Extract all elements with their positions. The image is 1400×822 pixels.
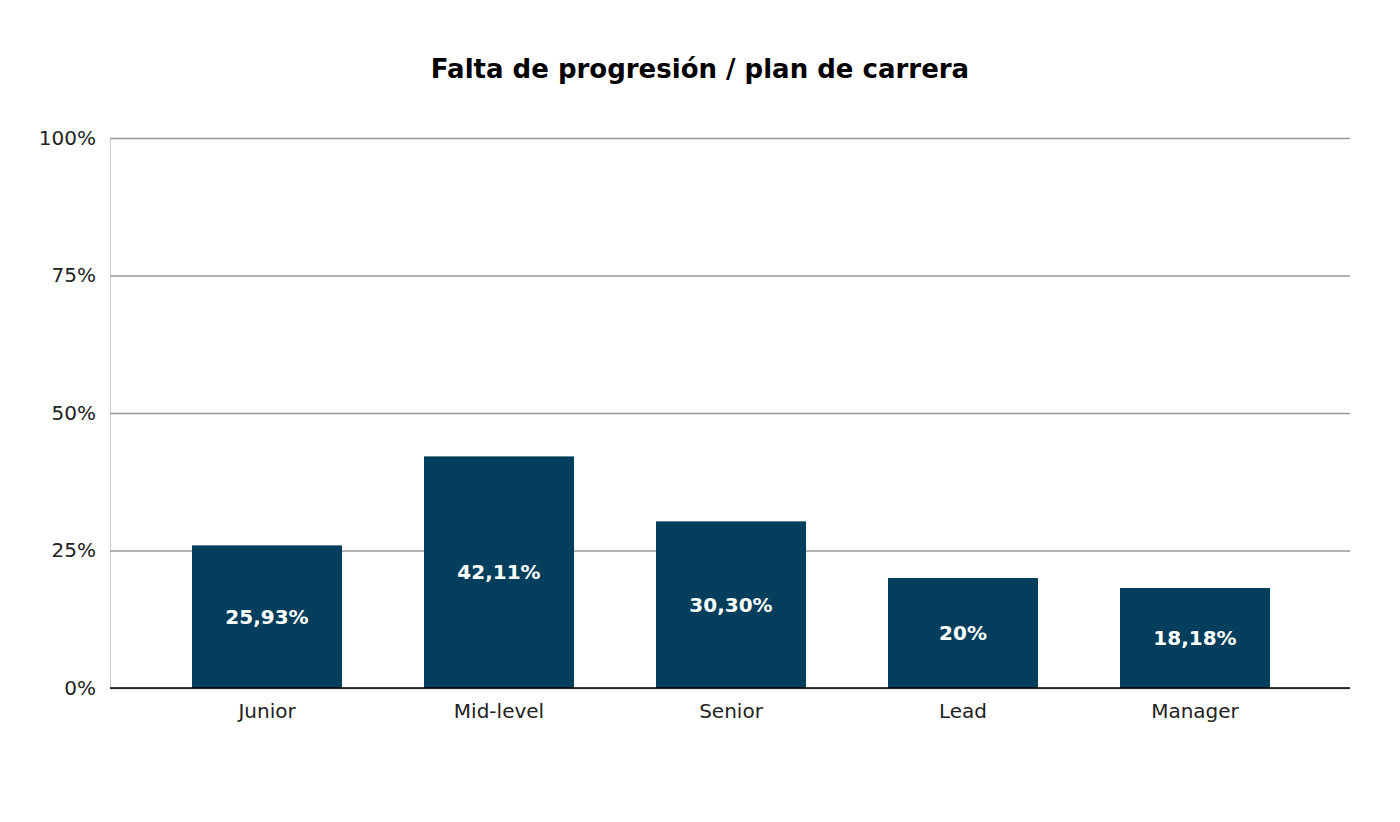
title: Falta de progresión / plan de carrera [431,54,969,84]
grid-line [110,413,1350,415]
y-tick-label: 0% [64,676,96,700]
x-tick: Junior [236,699,296,723]
y-tick-label: 75% [52,263,96,287]
y-tick-label: 25% [52,538,96,562]
y-tick-label: 50% [52,401,96,425]
x-axis: Junior Mid-level Senior Lead Manager [236,699,1239,723]
x-tick: Mid-level [454,699,544,723]
x-tick-label: Manager [1151,699,1239,723]
bar [424,456,574,688]
y-axis: 0% 25% 50% 75% 100% [39,126,1350,700]
y-tick-label: 100% [39,126,96,150]
x-tick-label: Lead [939,699,987,723]
bar [656,521,806,688]
y-tick: 50% [52,401,1350,425]
x-tick-label: Senior [699,699,763,723]
data-label: 18,18% [1153,626,1236,650]
bar [888,578,1038,688]
grid-line [110,138,1350,140]
x-tick-label: Mid-level [454,699,544,723]
x-tick: Senior [699,699,763,723]
data-label: 42,11% [457,560,540,584]
data-label: 20% [939,621,987,645]
y-tick: 100% [39,126,1350,150]
y-tick: 75% [52,263,1350,287]
data-labels: 25,93% 42,11% 30,30% 20% 18,18% [225,560,1236,650]
data-label: 30,30% [689,593,772,617]
bars [192,456,1270,688]
x-tick-label: Junior [236,699,296,723]
x-tick: Lead [939,699,987,723]
chart: Falta de progresión / plan de carrera 0% 2… [0,0,1400,822]
grid-line [110,688,1350,690]
data-label: 25,93% [225,605,308,629]
x-axis-line [110,687,1350,689]
x-tick: Manager [1151,699,1239,723]
grid-line [110,275,1350,277]
bar [192,545,342,688]
bar [1120,588,1270,688]
